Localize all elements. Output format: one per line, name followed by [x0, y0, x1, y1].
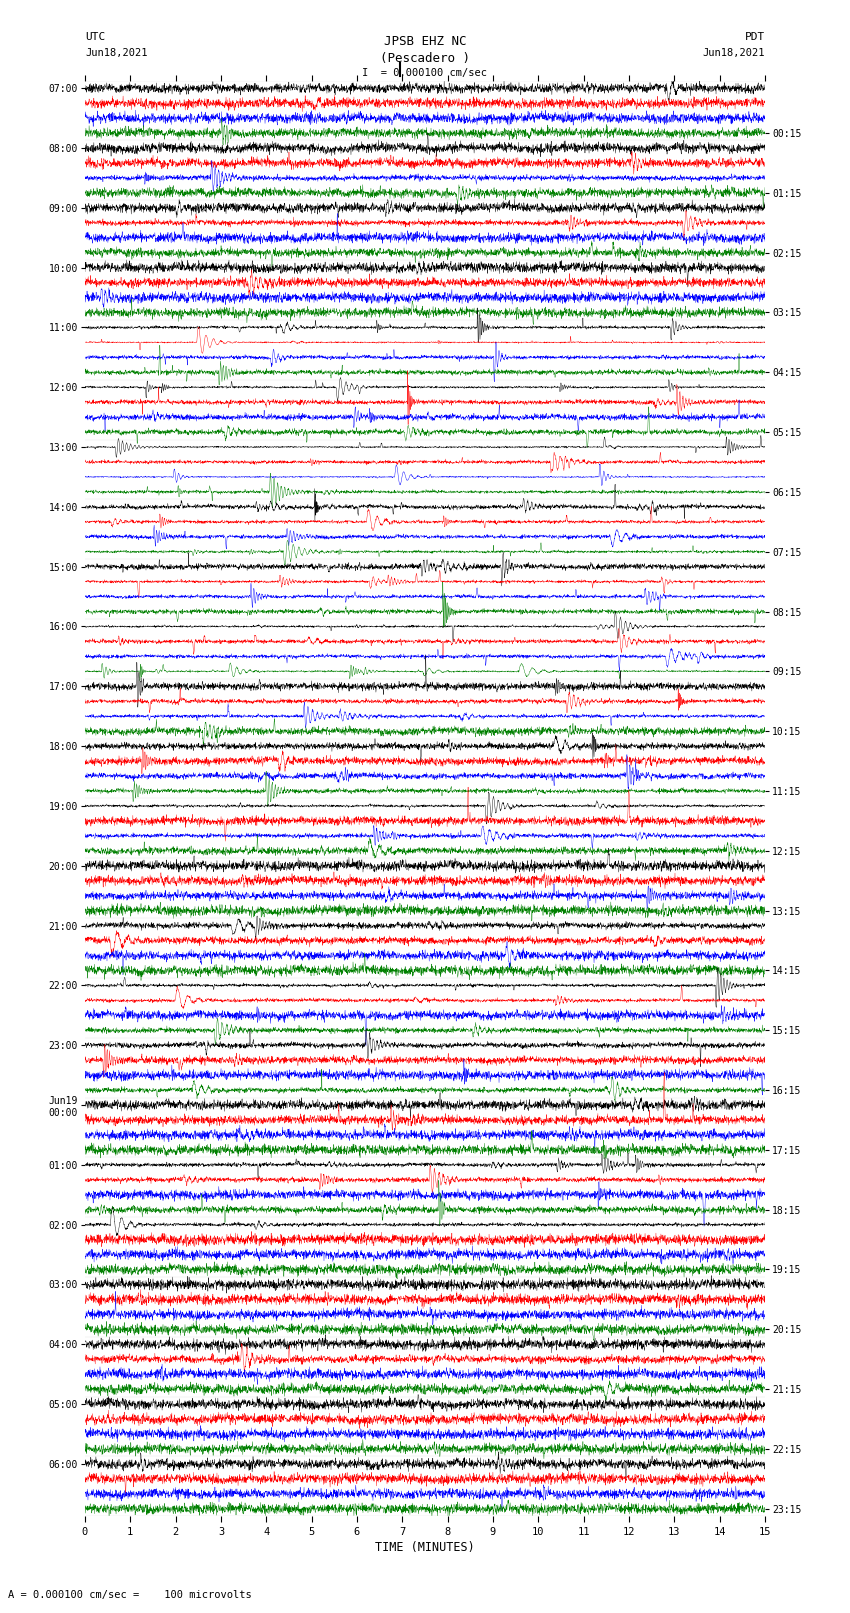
Text: Jun18,2021: Jun18,2021 [702, 48, 765, 58]
Text: (Pescadero ): (Pescadero ) [380, 52, 470, 65]
Text: Jun18,2021: Jun18,2021 [85, 48, 148, 58]
Text: I  = 0.000100 cm/sec: I = 0.000100 cm/sec [362, 68, 488, 77]
X-axis label: TIME (MINUTES): TIME (MINUTES) [375, 1540, 475, 1553]
Text: PDT: PDT [745, 32, 765, 42]
Text: A = 0.000100 cm/sec =    100 microvolts: A = 0.000100 cm/sec = 100 microvolts [8, 1590, 252, 1600]
Text: UTC: UTC [85, 32, 105, 42]
Text: JPSB EHZ NC: JPSB EHZ NC [383, 35, 467, 48]
